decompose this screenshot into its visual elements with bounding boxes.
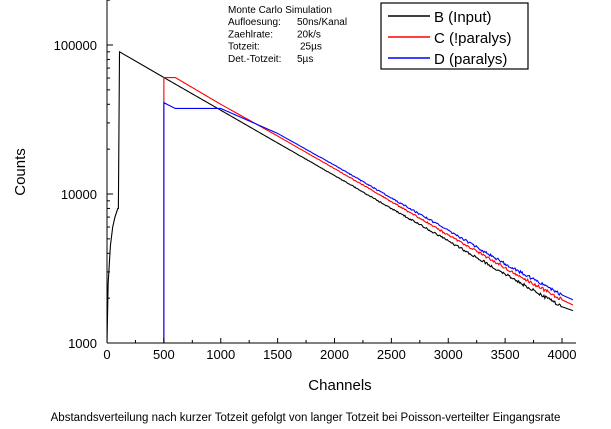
x-axis-title: Channels — [308, 377, 371, 394]
y-tick-label: 10000 — [61, 187, 97, 202]
x-tick-label: 1500 — [263, 347, 292, 362]
y-tick-label: 1000 — [68, 336, 97, 351]
figure-caption: Abstandsverteilung nach kurzer Totzeit g… — [50, 412, 561, 424]
x-tick-label: 1000 — [206, 347, 235, 362]
legend-label: B (Input) — [434, 9, 492, 26]
x-tick-label: 500 — [153, 347, 175, 362]
legend: B (Input) C (!paralys) D (paralys) — [380, 2, 529, 70]
legend-label: C (!paralys) — [434, 30, 512, 47]
series-line-2 — [163, 76, 574, 343]
info-label: Zaehlrate: — [228, 29, 273, 40]
info-value: 5µs — [297, 54, 313, 65]
info-label: Monte Carlo Simulation — [228, 5, 332, 16]
legend-label: D (paralys) — [434, 51, 507, 68]
y-tick-label: 100000 — [54, 38, 97, 53]
x-tick-label: 0 — [103, 347, 110, 362]
x-tick-label: 4000 — [548, 347, 577, 362]
info-label: Det.-Totzeit: — [228, 54, 281, 65]
chart: 0 500 1000 1500 2000 2500 3000 3500 4000 1000 1000… — [12, 0, 577, 394]
series-line-3 — [163, 101, 574, 343]
x-tick-label: 3500 — [491, 347, 520, 362]
ticks-layer: 0 500 1000 1500 2000 2500 3000 3500 4000 1000 1000… — [54, 0, 577, 362]
info-value: 25µs — [300, 42, 322, 53]
x-tick-label: 2000 — [320, 347, 349, 362]
series-layer — [107, 50, 574, 343]
y-axis-title: Counts — [12, 148, 29, 196]
info-value: 20k/s — [297, 29, 321, 40]
info-label: Totzeit: — [228, 42, 260, 53]
series-line-1 — [107, 50, 574, 343]
info-label: Aufloesung: — [228, 17, 281, 28]
x-tick-label: 3000 — [434, 347, 463, 362]
x-tick-label: 2500 — [377, 347, 406, 362]
info-value: 50ns/Kanal — [297, 17, 347, 28]
